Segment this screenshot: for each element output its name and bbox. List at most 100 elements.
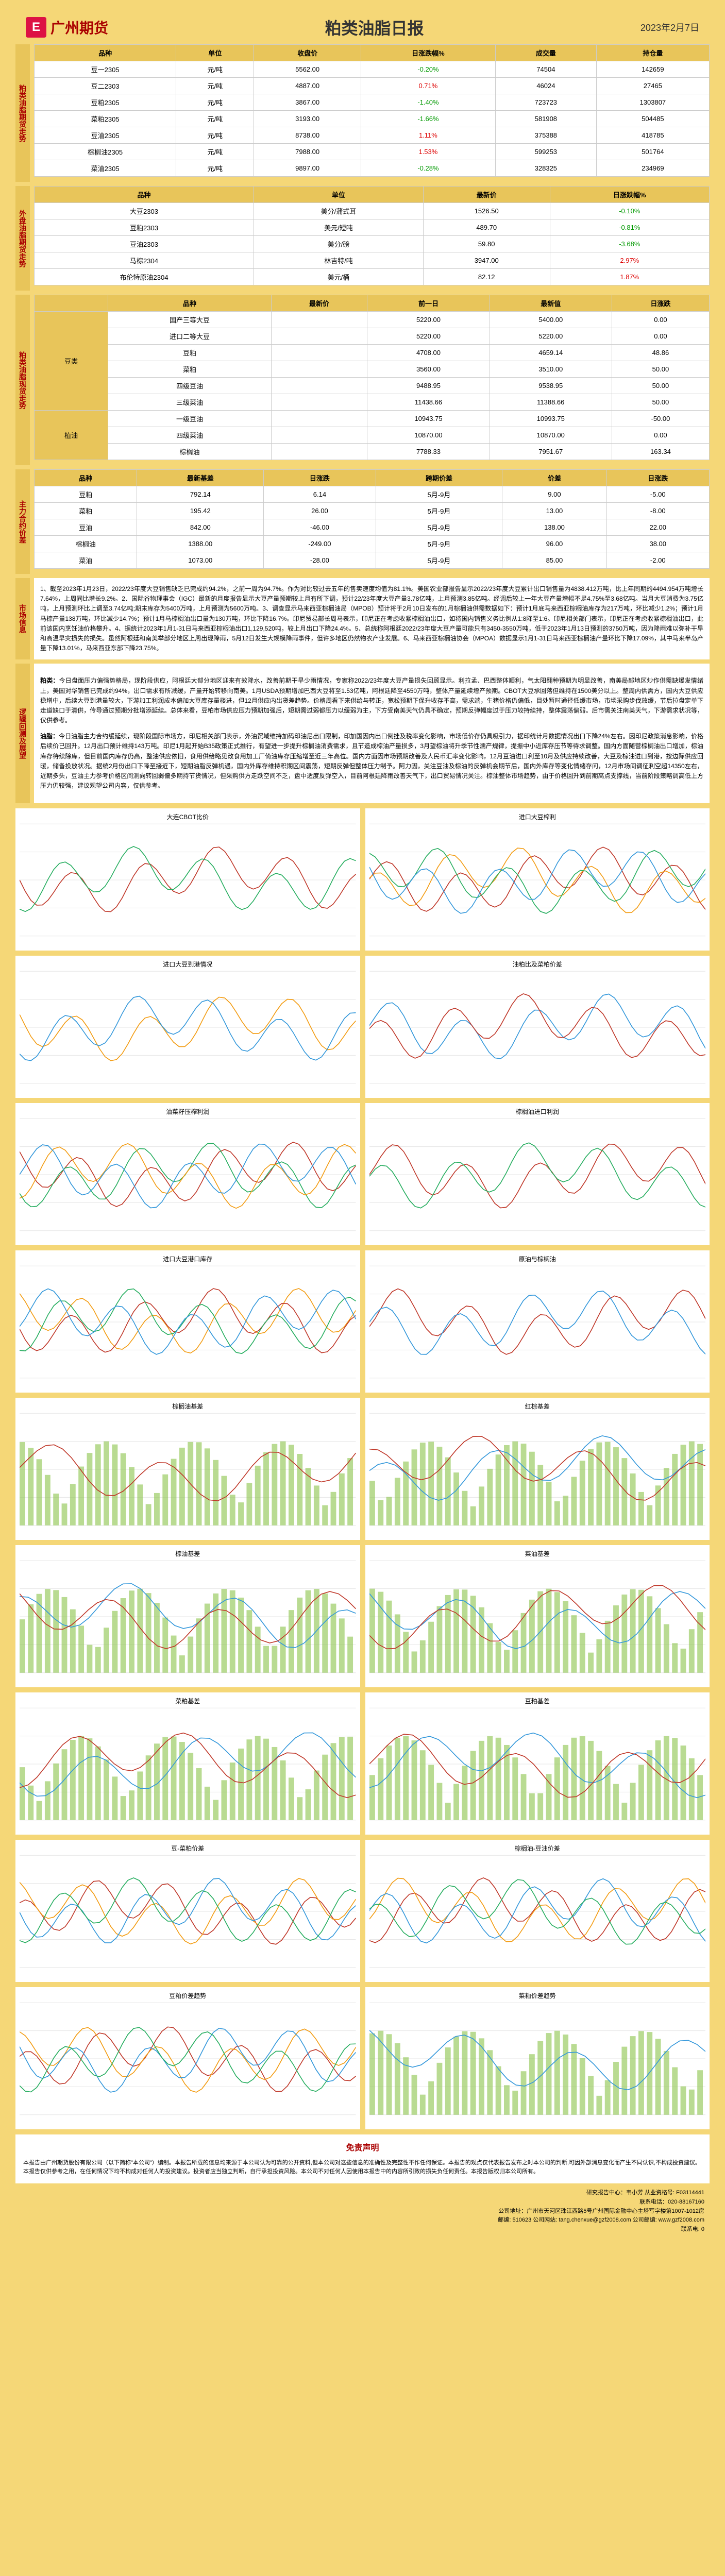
table-cell: 842.00 — [137, 519, 264, 536]
chart-svg — [369, 1413, 706, 1526]
table-cell: 5220.00 — [490, 328, 612, 345]
chart-svg — [20, 1855, 356, 1968]
table-cell — [271, 411, 367, 427]
spread-table: 品种最新基差日涨跌跨期价差价差日涨跌 豆粕792.146.145月-9月9.00… — [34, 469, 710, 569]
table-row: 豆粕2303美元/短吨489.70-0.81% — [35, 219, 710, 236]
table-cell: 四级菜油 — [108, 427, 271, 444]
table-row: 布伦特原油2304美元/桶82.121.87% — [35, 269, 710, 285]
table-cell: 5220.00 — [367, 312, 490, 328]
table-cell: 1.53% — [361, 144, 495, 160]
table-cell: 1303807 — [596, 94, 709, 111]
section-label-1: 粕类油脂期货走势 — [15, 44, 30, 182]
table-header: 价差 — [502, 470, 606, 486]
chart-title: 菜油基差 — [369, 1549, 706, 1558]
table-cell — [271, 345, 367, 361]
table-row: 棕榈油1388.00-249.005月-9月96.0038.00 — [35, 536, 710, 552]
logic-subtitle: 粕类： — [40, 677, 59, 684]
table-cell: 大豆2303 — [35, 203, 254, 219]
table-row: 豆一2305元/吨5562.00-0.20%74504142659 — [35, 61, 710, 78]
table-cell: 10943.75 — [367, 411, 490, 427]
table-cell: 10993.75 — [490, 411, 612, 427]
table-row: 菜粕3560.003510.0050.00 — [35, 361, 710, 378]
report-title: 粕类油脂日报 — [325, 15, 424, 39]
table-cell: 5月-9月 — [376, 486, 502, 503]
table-cell: 美分/磅 — [254, 236, 423, 252]
table-header: 成交量 — [495, 45, 596, 61]
table-cell: -3.68% — [550, 236, 709, 252]
chart-svg — [20, 823, 356, 937]
table-header: 最新值 — [490, 295, 612, 312]
chart: 豆粕价差趋势 — [15, 1987, 360, 2129]
table-cell: 菜粕 — [35, 503, 137, 519]
table-cell: -0.28% — [361, 160, 495, 177]
chart-title: 红棕基差 — [369, 1402, 706, 1411]
table-cell: -1.40% — [361, 94, 495, 111]
table-cell: 489.70 — [423, 219, 550, 236]
chart-svg — [20, 1707, 356, 1821]
chart-svg — [20, 1560, 356, 1673]
chart-svg — [20, 1265, 356, 1379]
table-cell — [271, 312, 367, 328]
table-cell: 5400.00 — [490, 312, 612, 328]
table-cell: 棕榈油 — [108, 444, 271, 460]
table-row: 菜粕195.4226.005月-9月13.00-8.00 — [35, 503, 710, 519]
table-cell: 3947.00 — [423, 252, 550, 269]
chart: 菜粕价差趋势 — [365, 1987, 710, 2129]
chart-svg — [369, 1118, 706, 1231]
table-cell: 4708.00 — [367, 345, 490, 361]
table-cell: 328325 — [495, 160, 596, 177]
table-header: 品种 — [108, 295, 271, 312]
table-cell: 501764 — [596, 144, 709, 160]
table-cell: 豆粕2303 — [35, 219, 254, 236]
table-row: 菜油1073.00-28.005月-9月85.00-2.00 — [35, 552, 710, 569]
chart: 进口大豆到港情况 — [15, 956, 360, 1098]
logic-paragraph: 粕类：今日盘面压力偏强势格局，现阶段供应，阿根廷大部分地区迎来有效降水，改善前期… — [40, 676, 703, 725]
chart-svg — [369, 971, 706, 1084]
chart: 豆粕基差 — [365, 1692, 710, 1835]
table-cell: 9538.95 — [490, 378, 612, 394]
table-cell: 3193.00 — [254, 111, 361, 127]
table-cell: 0.71% — [361, 78, 495, 94]
chart: 原油与棕榈油 — [365, 1250, 710, 1393]
chart-svg — [20, 1118, 356, 1231]
section-label-market: 市场信息 — [15, 578, 30, 659]
chart: 进口大豆榨利 — [365, 808, 710, 951]
footer: 研究报告中心：韦小芳 从业资格号: F03114441联系电话：020-8816… — [15, 2183, 710, 2239]
logic-review: 粕类：今日盘面压力偏强势格局，现阶段供应，阿根廷大部分地区迎来有效降水，改善前期… — [34, 664, 710, 803]
table-cell: 10870.00 — [490, 427, 612, 444]
table-cell: 4887.00 — [254, 78, 361, 94]
chart-title: 菜粕基差 — [20, 1697, 356, 1705]
table-cell — [271, 444, 367, 460]
table-cell: 96.00 — [502, 536, 606, 552]
table-header: 收盘价 — [254, 45, 361, 61]
chart-title: 油粕比及菜粕价差 — [369, 960, 706, 969]
table-cell: 菜油 — [35, 552, 137, 569]
group-cell: 植油 — [35, 411, 108, 460]
table-cell: -0.10% — [550, 203, 709, 219]
table-row: 菜油2305元/吨9897.00-0.28%328325234969 — [35, 160, 710, 177]
table-cell: 豆粕 — [108, 345, 271, 361]
chart-title: 进口大豆榨利 — [369, 812, 706, 821]
table-cell: 元/吨 — [176, 127, 254, 144]
table-header — [35, 295, 108, 312]
table-cell: 菜油2305 — [35, 160, 176, 177]
section-label-2: 外盘油脂期货走势 — [15, 186, 30, 291]
table-cell: 棕榈油 — [35, 536, 137, 552]
table-cell: 1.87% — [550, 269, 709, 285]
table-cell: 0.00 — [612, 427, 709, 444]
chart-title: 原油与棕榈油 — [369, 1255, 706, 1263]
section-label-logic: 逻辑回测及展望 — [15, 664, 30, 803]
chart-svg — [20, 1413, 356, 1526]
table-row: 棕榈油7788.337951.67163.34 — [35, 444, 710, 460]
table-header: 单位 — [176, 45, 254, 61]
chart-title: 豆粕价差趋势 — [20, 1991, 356, 2000]
table-cell: 豆油2305 — [35, 127, 176, 144]
logo-icon: E — [26, 17, 46, 38]
table-row: 豆二2303元/吨4887.000.71%4602427465 — [35, 78, 710, 94]
table-cell: 元/吨 — [176, 111, 254, 127]
chart-title: 豆粕基差 — [369, 1697, 706, 1705]
table-cell: 3510.00 — [490, 361, 612, 378]
table-cell: 7988.00 — [254, 144, 361, 160]
logic-subtitle: 油脂： — [40, 733, 59, 740]
table-cell: 74504 — [495, 61, 596, 78]
